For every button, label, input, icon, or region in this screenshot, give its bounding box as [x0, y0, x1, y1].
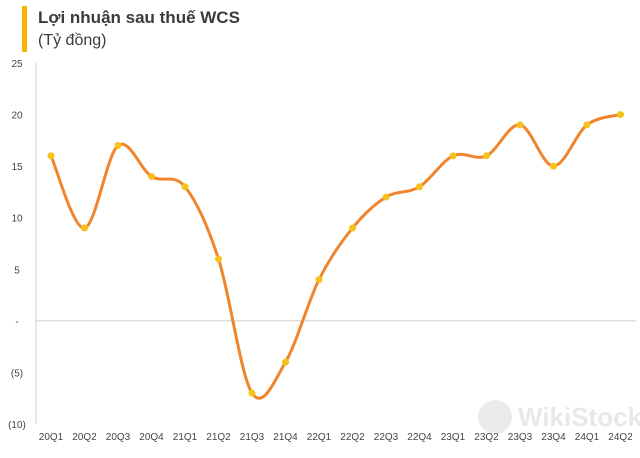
chart-subtitle: (Tỷ đồng) [38, 32, 107, 49]
x-tick-label: 20Q3 [106, 432, 131, 443]
data-point [382, 193, 390, 201]
y-tick-label: (10) [8, 420, 26, 431]
watermark-text: WikiStock [518, 402, 640, 432]
x-tick-label: 21Q2 [206, 432, 231, 443]
data-point [215, 255, 222, 263]
data-point [583, 121, 591, 129]
x-tick-label: 22Q3 [374, 432, 399, 443]
data-point [449, 152, 457, 160]
x-tick-label: 21Q1 [173, 432, 198, 443]
data-point [81, 224, 88, 232]
x-tick-label: 21Q4 [273, 432, 298, 443]
y-tick-label: 20 [11, 111, 23, 122]
series-line [49, 113, 622, 400]
y-tick-label: 15 [11, 162, 23, 173]
data-point [617, 111, 624, 119]
data-point [349, 224, 356, 232]
x-tick-label: 22Q2 [340, 432, 365, 443]
data-point [282, 358, 289, 366]
data-point [114, 142, 122, 150]
x-tick-label: 24Q2 [608, 432, 633, 443]
data-point [315, 276, 323, 284]
data-point [181, 183, 189, 191]
x-tick-label: 23Q3 [508, 432, 533, 443]
x-tick-label: 22Q1 [307, 432, 332, 443]
x-tick-label: 20Q1 [39, 432, 64, 443]
y-tick-label: 25 [11, 59, 23, 70]
data-point [47, 152, 55, 160]
watermark-logo: WikiStock [478, 396, 640, 444]
title-accent-bar [22, 6, 27, 52]
data-point [248, 389, 256, 397]
y-tick-label: (5) [11, 368, 23, 379]
y-tick-label: 10 [11, 214, 23, 225]
y-tick-label: - [15, 317, 18, 328]
x-tick-label: 23Q4 [541, 432, 566, 443]
x-tick-label: 20Q4 [139, 432, 164, 443]
y-tick-label: 5 [14, 265, 20, 276]
chart-title: Lợi nhuận sau thuế WCS [38, 8, 240, 27]
data-point [516, 121, 524, 129]
x-tick-label: 22Q4 [407, 432, 432, 443]
x-tick-label: 21Q3 [240, 432, 265, 443]
data-point [416, 183, 423, 191]
x-tick-label: 23Q1 [441, 432, 466, 443]
x-tick-label: 24Q1 [575, 432, 600, 443]
x-tick-label: 20Q2 [72, 432, 97, 443]
data-point [483, 152, 490, 160]
data-point [550, 162, 557, 170]
watermark-icon [478, 400, 512, 434]
data-point [148, 172, 155, 180]
x-tick-label: 23Q2 [474, 432, 499, 443]
